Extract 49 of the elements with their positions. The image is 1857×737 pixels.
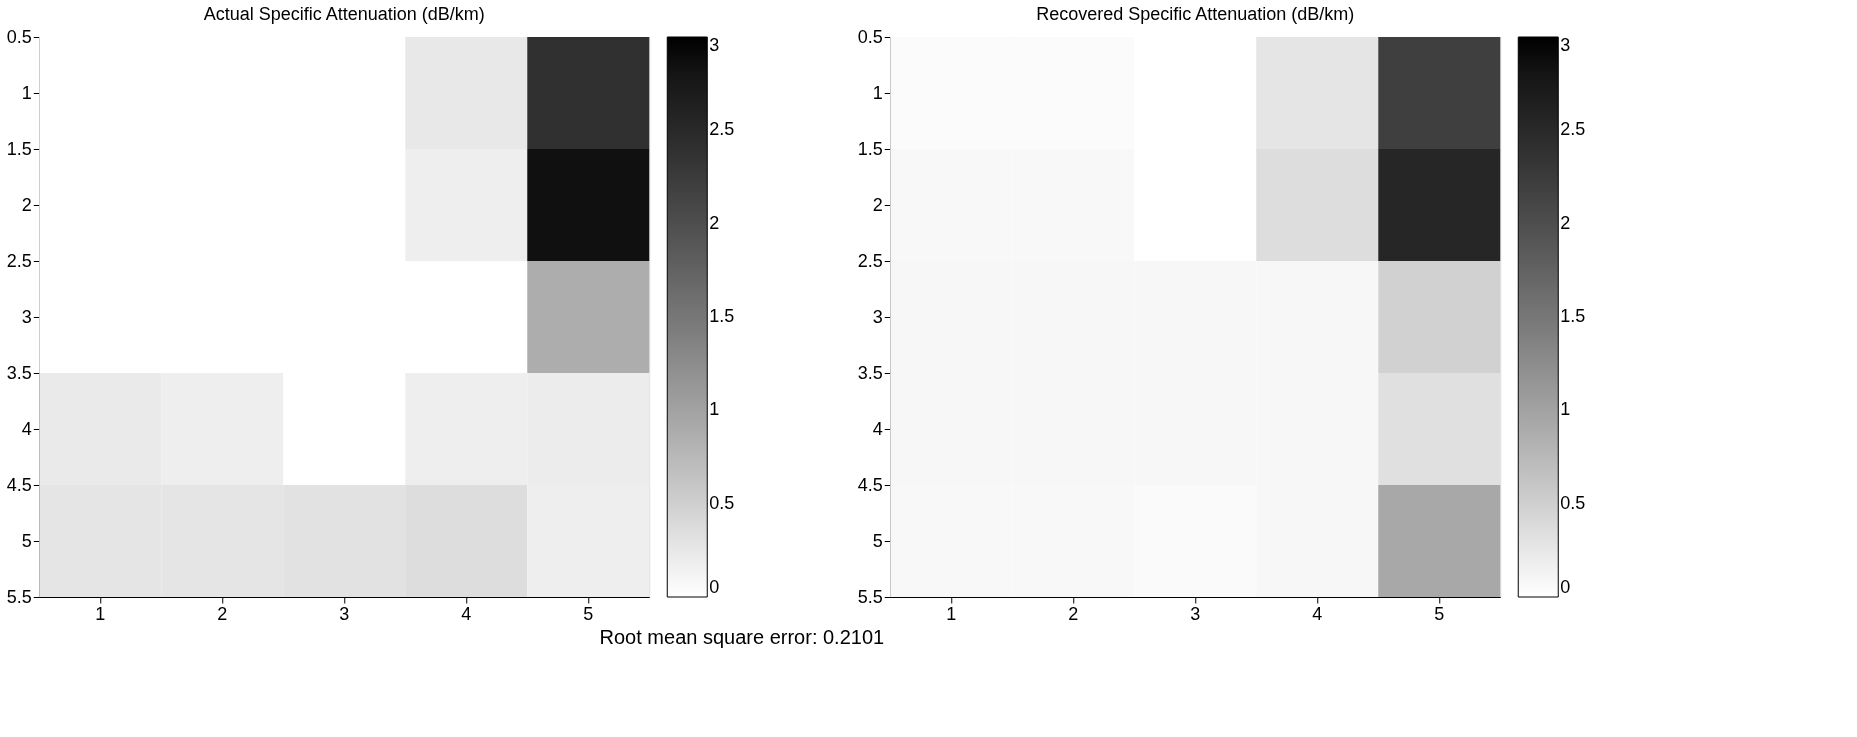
- y-tick-label: 1: [872, 82, 883, 103]
- x-tick-label: 3: [1190, 603, 1201, 624]
- chart-title: Actual Specific Attenuation (dB/km): [203, 4, 485, 24]
- y-tick-label: 3: [21, 306, 32, 327]
- y-tick-label: 1.5: [857, 138, 883, 159]
- color-bar-label: 2.5: [709, 119, 735, 140]
- y-tick-label: 2.5: [857, 250, 883, 271]
- y-tick-label: 5: [21, 530, 32, 551]
- y-tick-label: 2.5: [6, 250, 32, 271]
- y-tick-label: 4.5: [6, 474, 32, 495]
- x-tick-label: 5: [1434, 603, 1445, 624]
- color-bar-label: 2: [1560, 212, 1571, 233]
- y-tick-label: 2: [21, 194, 32, 215]
- y-tick-label: 3.5: [6, 362, 32, 383]
- x-tick-label: 1: [95, 603, 106, 624]
- y-tick-label: 3.5: [857, 362, 883, 383]
- color-bar-label: 0.5: [1560, 492, 1586, 513]
- y-tick-label: 1.5: [6, 138, 32, 159]
- y-tick-label: 4.5: [857, 474, 883, 495]
- chart-title: Recovered Specific Attenuation (dB/km): [1036, 4, 1355, 24]
- x-tick-label: 1: [946, 603, 957, 624]
- color-bar-label: 1: [1560, 399, 1571, 420]
- color-bar-label: 2: [709, 212, 720, 233]
- x-tick-label: 4: [461, 603, 472, 624]
- y-tick-label: 2: [872, 194, 883, 215]
- color-bar-label: 0.5: [709, 492, 735, 513]
- color-bar-label: 0: [1560, 577, 1571, 597]
- color-bar-label: 1: [709, 399, 720, 420]
- y-tick-label: 5: [872, 530, 883, 551]
- color-bar-label: 3: [709, 35, 720, 55]
- color-bar-label: 3: [1560, 35, 1571, 55]
- color-bar-label: 1.5: [1560, 306, 1586, 326]
- x-tick-label: 4: [1312, 603, 1323, 624]
- y-tick-label: 0.5: [857, 26, 883, 47]
- text: Root mean square error: 0.2101: [599, 626, 885, 648]
- y-tick-label: 4: [21, 418, 32, 439]
- color-bar-label: 2.5: [1560, 119, 1586, 140]
- y-tick-label: 4: [872, 418, 883, 439]
- color-bar-label: 1.5: [709, 306, 735, 326]
- y-tick-label: 1: [21, 82, 32, 103]
- y-tick-label: 5.5: [857, 586, 883, 607]
- y-tick-label: 3: [872, 306, 883, 327]
- x-tick-label: 5: [583, 603, 594, 624]
- x-tick-label: 3: [339, 603, 350, 624]
- y-tick-label: 5.5: [6, 586, 32, 607]
- y-tick-label: 0.5: [6, 26, 32, 47]
- x-tick-label: 2: [217, 603, 228, 624]
- x-tick-label: 2: [1068, 603, 1079, 624]
- color-bar-label: 0: [709, 577, 720, 597]
